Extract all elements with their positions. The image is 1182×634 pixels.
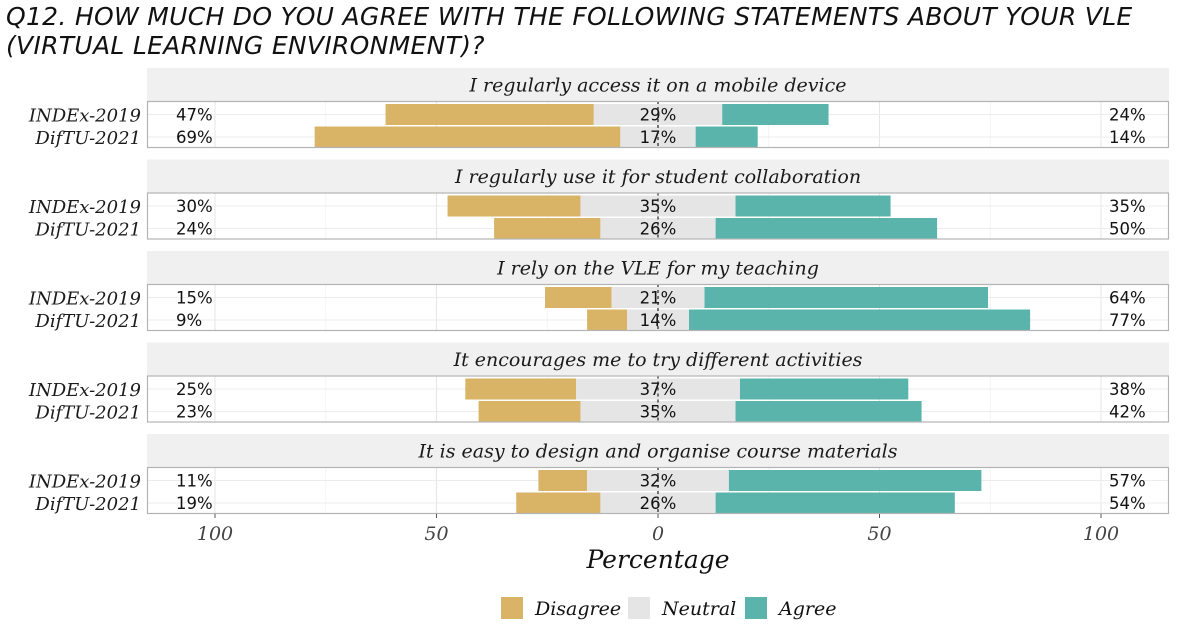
facet-strip: [147, 251, 1169, 284]
legend-key-disagree: [501, 597, 523, 619]
group-label: INDEx-2019: [28, 197, 141, 218]
x-tick-label: 50: [424, 523, 448, 545]
bar-disagree: [538, 470, 588, 491]
bar-disagree: [478, 401, 581, 422]
panel-border: [146, 192, 1170, 240]
agree-percent-label: 42%: [1109, 403, 1146, 422]
disagree-percent-label: 15%: [176, 289, 213, 308]
legend-label-disagree: Disagree: [534, 598, 621, 620]
x-axis-title: Percentage: [585, 545, 729, 574]
bar-agree: [689, 309, 1031, 331]
bar-disagree: [587, 309, 627, 331]
bar-disagree: [516, 492, 601, 514]
x-tick-label: 0: [652, 523, 664, 545]
bar-disagree: [385, 104, 594, 125]
group-label: INDEx-2019: [28, 472, 141, 493]
bar-agree: [695, 126, 758, 148]
agree-percent-label: 24%: [1109, 106, 1146, 125]
agree-percent-label: 57%: [1109, 472, 1146, 491]
agree-percent-label: 77%: [1109, 311, 1146, 330]
group-label: DifTU-2021: [34, 494, 141, 515]
facet-strip-label: I regularly access it on a mobile device: [469, 75, 847, 97]
x-tick-label: 100: [197, 523, 233, 545]
bar-agree: [722, 104, 829, 125]
bar-disagree: [314, 126, 621, 148]
bar-agree: [715, 492, 955, 514]
facet-strip-label: It is easy to design and organise course…: [417, 441, 897, 463]
disagree-percent-label: 19%: [176, 494, 213, 513]
group-label: DifTU-2021: [34, 220, 141, 241]
bar-disagree: [494, 218, 601, 239]
bar-agree: [735, 195, 891, 217]
legend-key-agree: [745, 597, 767, 619]
bar-disagree: [447, 195, 581, 217]
x-tick-label: 100: [1083, 523, 1119, 545]
panel-border: [146, 375, 1170, 423]
agree-percent-label: 50%: [1109, 220, 1146, 239]
facet-strip-label: I rely on the VLE for my teaching: [496, 258, 819, 280]
group-label: INDEx-2019: [28, 106, 141, 127]
facet-strip-label: It encourages me to try different activi…: [453, 349, 863, 371]
legend-label-agree: Agree: [777, 598, 836, 620]
group-label: INDEx-2019: [28, 289, 141, 310]
bar-disagree: [465, 378, 577, 400]
agree-percent-label: 14%: [1109, 128, 1146, 147]
bar-agree: [735, 401, 922, 422]
panel-border: [146, 466, 1170, 515]
legend-label-neutral: Neutral: [661, 598, 736, 620]
agree-percent-label: 64%: [1109, 289, 1146, 308]
bar-agree: [739, 378, 909, 400]
group-label: DifTU-2021: [34, 128, 141, 149]
disagree-percent-label: 47%: [176, 106, 213, 125]
disagree-percent-label: 11%: [176, 472, 213, 491]
disagree-percent-label: 30%: [176, 197, 213, 216]
legend-key-neutral: [628, 597, 650, 619]
disagree-percent-label: 23%: [176, 403, 213, 422]
agree-percent-label: 35%: [1109, 197, 1146, 216]
disagree-percent-label: 9%: [176, 311, 202, 330]
group-label: INDEx-2019: [28, 380, 141, 401]
bar-agree: [715, 218, 938, 239]
facet-strip-label: I regularly use it for student collabora…: [454, 166, 861, 188]
chart-title: Q12. HOW MUCH DO YOU AGREE WITH THE FOLL…: [6, 2, 1133, 60]
facet-strip: [147, 434, 1169, 467]
facet-strip: [147, 342, 1169, 376]
agree-percent-label: 38%: [1109, 380, 1146, 399]
panel-border: [146, 100, 1170, 149]
facet-strip: [147, 68, 1169, 101]
facet-strip: [147, 159, 1169, 193]
group-label: DifTU-2021: [34, 403, 141, 424]
disagree-percent-label: 24%: [176, 220, 213, 239]
x-tick-label: 50: [867, 523, 891, 545]
disagree-percent-label: 69%: [176, 128, 213, 147]
bar-agree: [728, 470, 982, 491]
group-label: DifTU-2021: [34, 311, 141, 332]
panel-border: [146, 283, 1170, 332]
agree-percent-label: 54%: [1109, 494, 1146, 513]
bar-agree: [704, 287, 989, 308]
disagree-percent-label: 25%: [176, 380, 213, 399]
bar-disagree: [545, 287, 612, 308]
